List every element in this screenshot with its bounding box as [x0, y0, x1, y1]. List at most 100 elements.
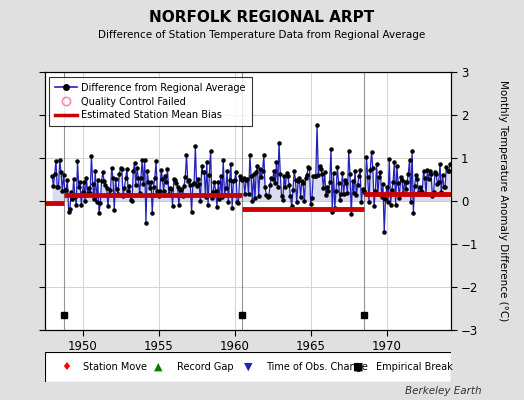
Point	[92, 199, 101, 205]
Point	[105, 191, 113, 198]
Point	[291, 177, 300, 184]
Point	[427, 171, 435, 177]
Point	[307, 201, 315, 208]
Point	[147, 179, 155, 185]
Point	[305, 164, 314, 171]
Point	[362, 154, 370, 160]
Point	[183, 178, 192, 184]
Point	[132, 181, 140, 188]
Point	[97, 177, 106, 184]
Point	[238, 176, 246, 183]
Point	[229, 178, 237, 184]
Point	[243, 176, 252, 182]
Point	[443, 168, 452, 174]
Point	[416, 184, 424, 190]
Point	[404, 170, 412, 177]
Point	[312, 172, 320, 179]
Point	[353, 182, 362, 188]
Point	[384, 199, 392, 206]
Point	[122, 175, 130, 182]
Point	[205, 172, 213, 178]
Point	[295, 174, 303, 181]
Point	[162, 179, 170, 185]
Point	[265, 192, 273, 199]
Point	[242, 177, 250, 183]
Point	[63, 177, 72, 183]
Point	[148, 210, 157, 216]
Point	[392, 163, 401, 169]
Point	[419, 168, 428, 174]
Point	[232, 168, 240, 175]
Point	[299, 180, 307, 186]
Point	[70, 176, 78, 182]
Point	[77, 202, 85, 208]
Point	[71, 194, 79, 200]
Point	[91, 168, 100, 174]
Point	[303, 172, 311, 178]
Point	[319, 185, 328, 192]
Text: ♦: ♦	[61, 362, 71, 372]
Point	[301, 175, 310, 181]
Point	[157, 166, 166, 173]
Point	[267, 175, 276, 182]
Point	[276, 171, 285, 177]
Point	[418, 189, 427, 196]
Point	[218, 194, 226, 200]
Point	[251, 195, 259, 201]
Point	[241, 190, 249, 197]
Point	[181, 174, 189, 180]
Point	[215, 196, 224, 203]
Point	[231, 176, 239, 183]
Point	[388, 187, 396, 193]
Point	[189, 181, 197, 187]
Point	[374, 191, 382, 197]
Point	[89, 180, 97, 187]
Point	[223, 168, 231, 174]
Point	[209, 189, 217, 195]
Point	[103, 185, 111, 191]
Point	[214, 179, 222, 186]
Point	[248, 198, 257, 205]
Point	[379, 181, 387, 188]
Point	[191, 143, 200, 150]
Point	[445, 168, 453, 174]
Point	[137, 175, 145, 181]
Point	[86, 189, 94, 196]
Point	[50, 170, 59, 177]
Point	[204, 201, 212, 208]
Point	[324, 188, 333, 194]
Text: Berkeley Earth: Berkeley Earth	[406, 386, 482, 396]
Point	[289, 187, 297, 193]
Point	[343, 190, 352, 196]
Point	[106, 187, 115, 194]
Point	[244, 191, 253, 198]
Point	[185, 176, 193, 183]
Point	[113, 186, 121, 192]
Point	[318, 170, 326, 177]
Point	[282, 170, 291, 176]
Point	[173, 184, 182, 190]
Text: ▼: ▼	[244, 362, 252, 372]
Point	[403, 178, 411, 185]
Point	[159, 188, 168, 195]
Point	[351, 168, 359, 174]
Point	[297, 194, 305, 200]
Point	[414, 190, 423, 196]
Point	[52, 157, 60, 164]
Point	[381, 196, 390, 202]
Point	[380, 229, 388, 236]
Point	[139, 181, 148, 187]
Point	[200, 168, 209, 175]
Point	[391, 202, 400, 208]
Point	[389, 178, 397, 185]
Point	[370, 203, 378, 210]
Point	[328, 208, 336, 215]
Point	[99, 169, 107, 176]
Point	[74, 184, 83, 190]
Point	[277, 193, 286, 200]
Point	[433, 180, 442, 187]
Point	[437, 189, 445, 196]
Point	[300, 198, 309, 204]
Point	[111, 175, 119, 182]
Point	[409, 210, 418, 216]
